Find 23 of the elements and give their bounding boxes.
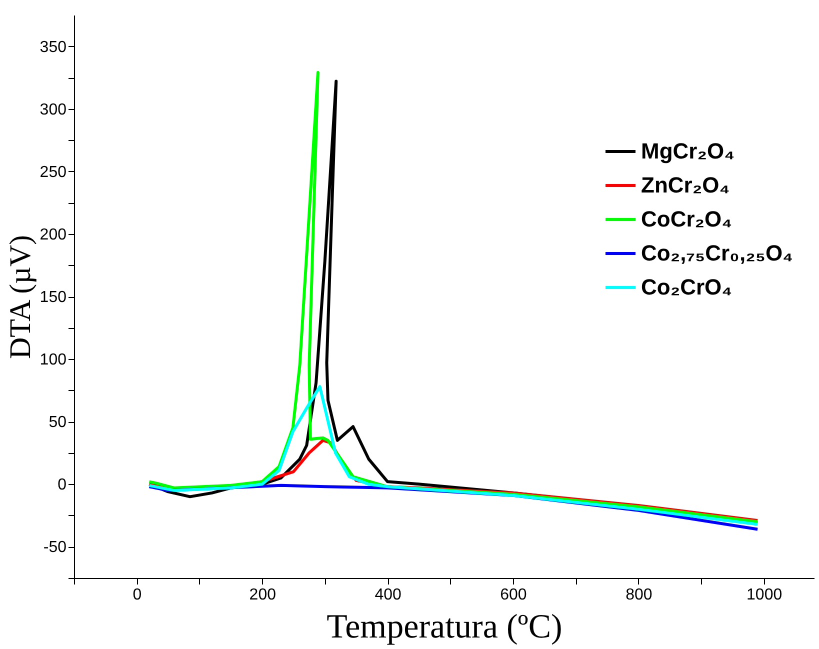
x-tick-label: 200: [249, 586, 276, 604]
x-tick-label: 400: [374, 586, 402, 604]
y-tick-label: 150: [40, 289, 67, 306]
line-series: [148, 385, 760, 526]
y-tick-label: 250: [40, 164, 67, 181]
y-tick-label: 50: [48, 414, 67, 432]
y-tick-label: 350: [40, 38, 67, 56]
legend-label: Co₂,₇₅Cr₀,₂₅O₄: [641, 240, 794, 266]
x-tick-label: 0: [132, 586, 142, 604]
legend-label: CoCr₂O₄: [641, 206, 732, 232]
y-tick-label: 100: [40, 352, 67, 369]
x-axis-title: Temperatura (ºC): [326, 608, 562, 646]
x-tick-label: 1000: [746, 586, 782, 604]
x-tick-label: 600: [500, 586, 527, 604]
legend-label: MgCr₂O₄: [641, 138, 735, 164]
y-tick-label: 300: [40, 101, 67, 118]
legend-label: ZnCr₂O₄: [641, 172, 730, 198]
y-tick-label: 0: [58, 476, 67, 494]
y-axis-title: DTA (µV): [4, 234, 37, 360]
x-tick-label: 800: [626, 586, 652, 604]
y-tick-label: -50: [43, 539, 67, 556]
legend-label: Co₂CrO₄: [641, 274, 732, 300]
y-tick-label: 200: [40, 226, 67, 244]
